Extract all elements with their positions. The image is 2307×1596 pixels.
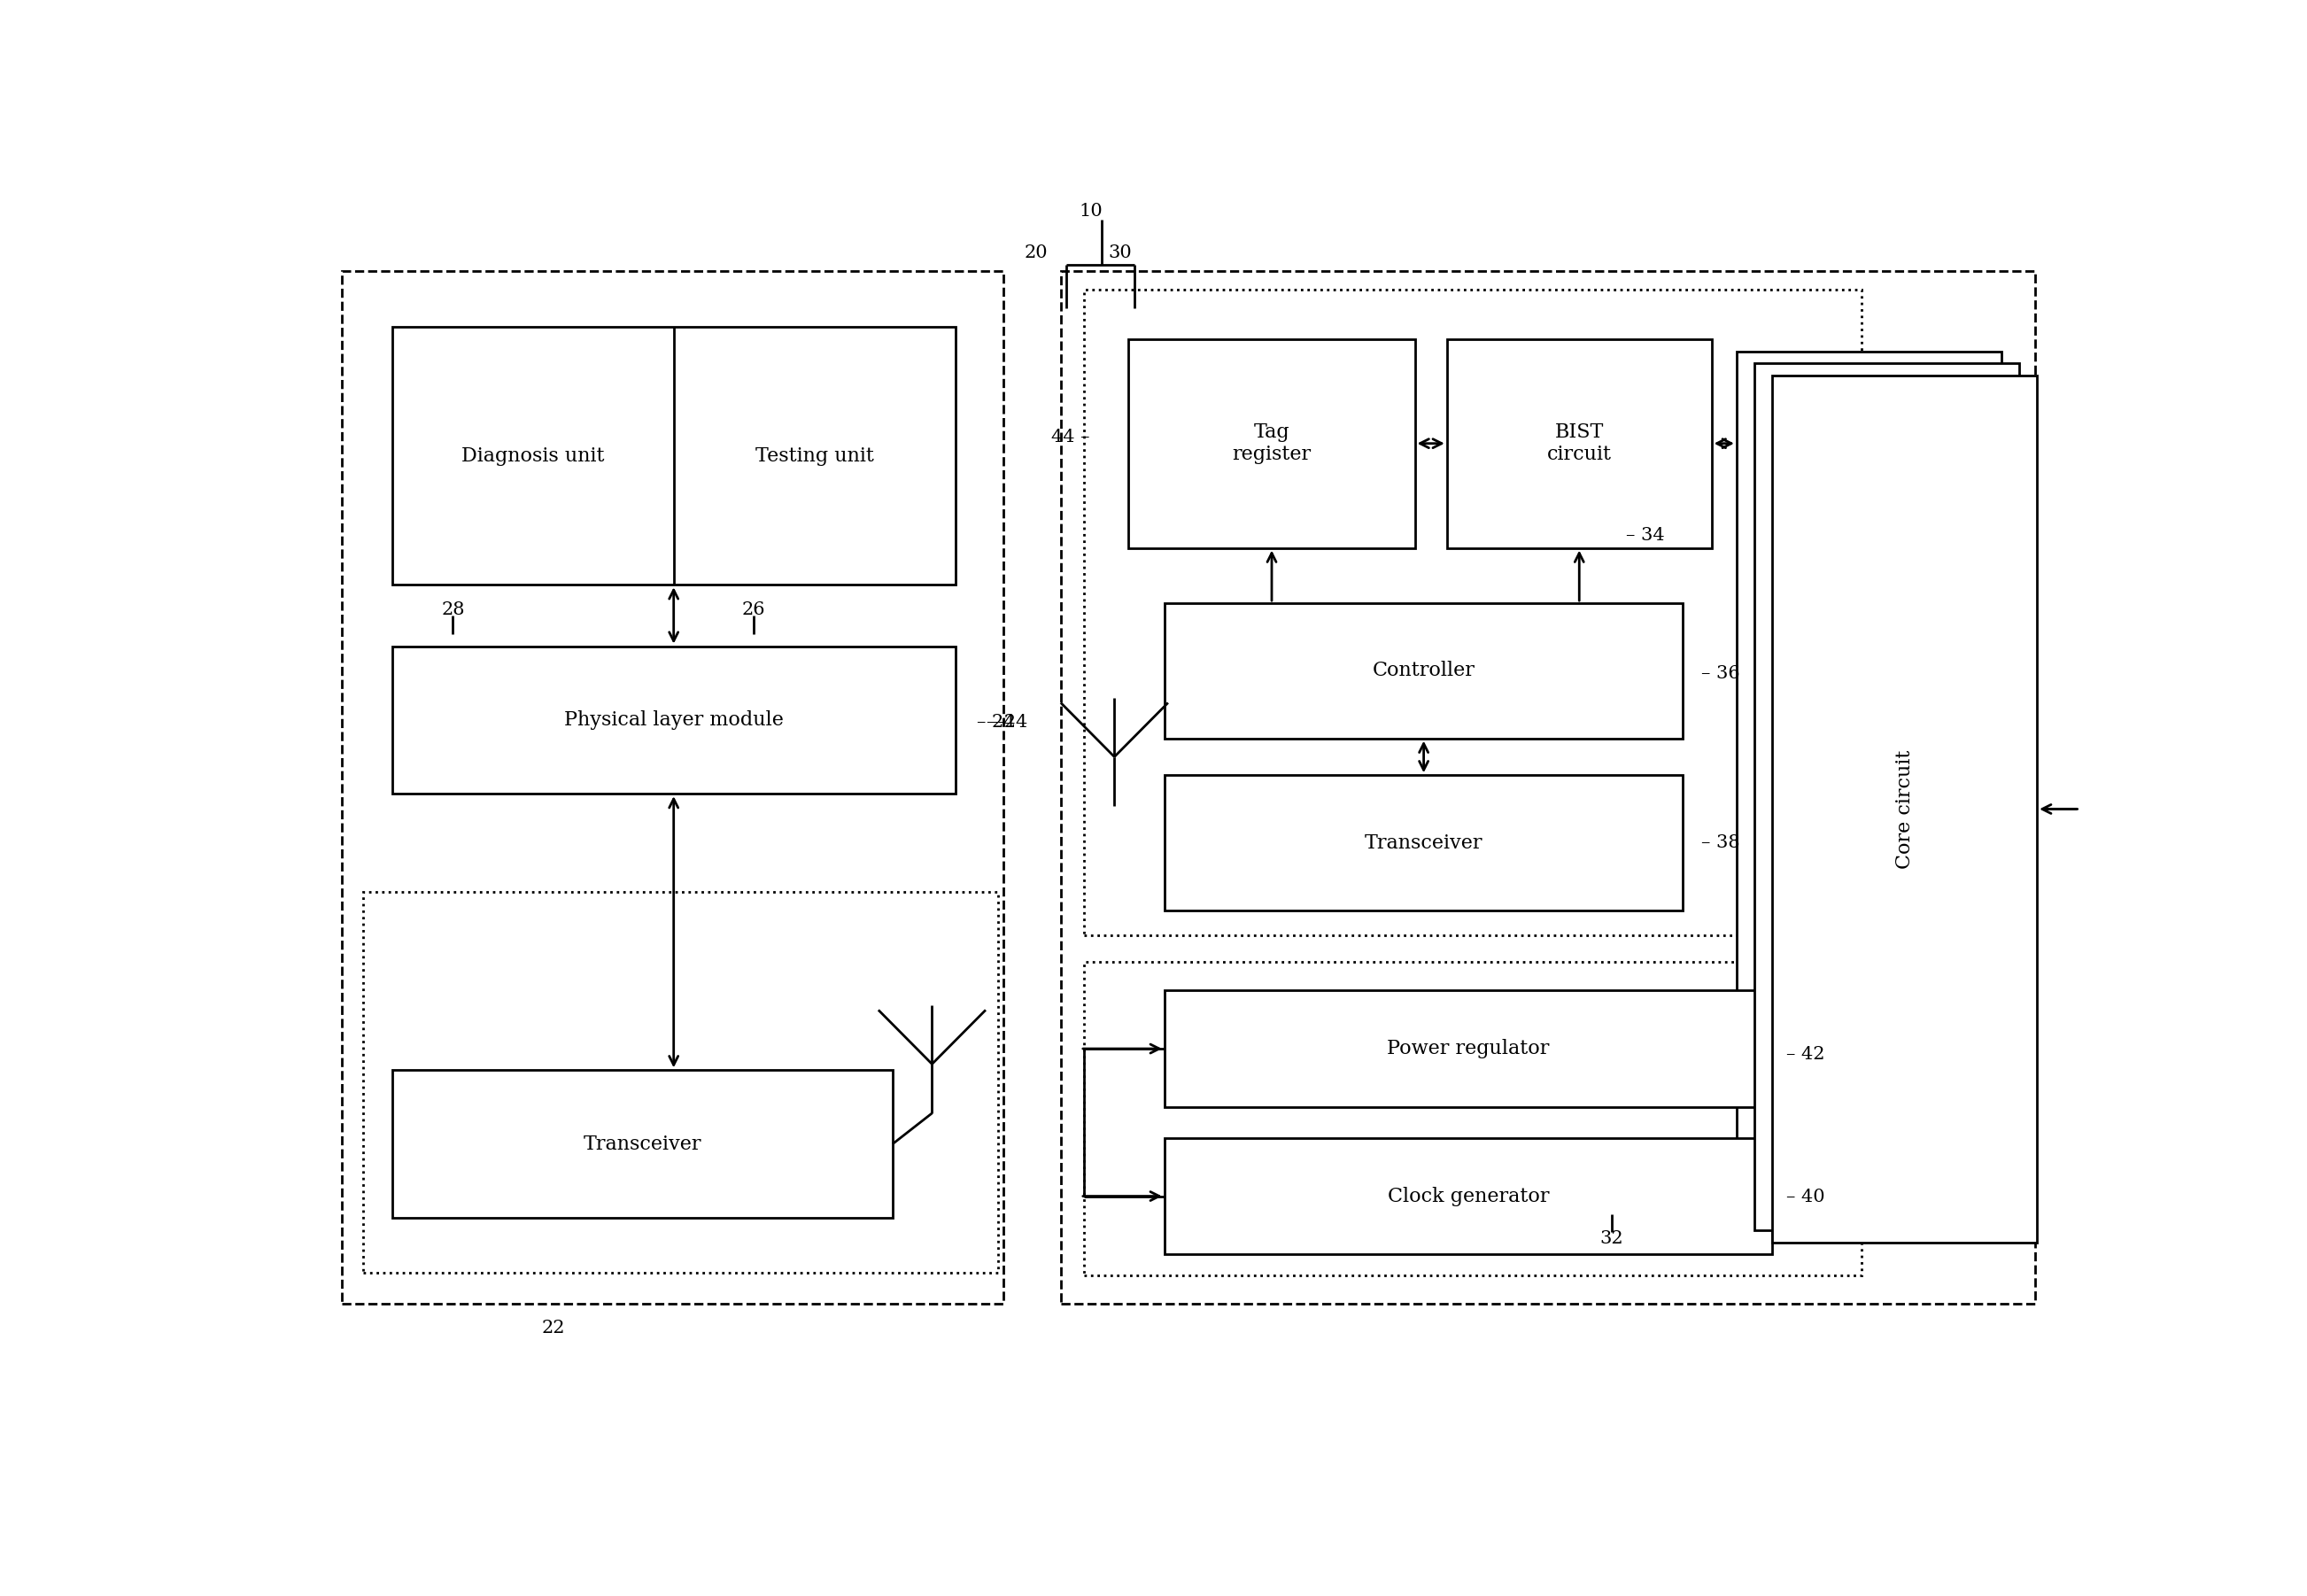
Text: Core circuit: Core circuit	[1894, 750, 1915, 868]
Text: – 40: – 40	[1786, 1189, 1825, 1205]
Bar	[1165, 990, 1772, 1108]
Text: Clock generator: Clock generator	[1387, 1186, 1550, 1207]
Bar	[392, 327, 955, 584]
Bar	[1756, 364, 2019, 1231]
Bar	[1061, 271, 2035, 1304]
Bar	[1165, 1138, 1772, 1254]
Bar	[365, 892, 999, 1274]
Text: 22: 22	[542, 1320, 565, 1337]
Bar	[392, 1071, 893, 1218]
Text: Tag
register: Tag register	[1232, 423, 1310, 464]
Bar	[1084, 290, 1862, 935]
Text: —24: —24	[985, 713, 1027, 731]
Text: – 38: – 38	[1700, 835, 1739, 851]
Bar	[392, 646, 955, 793]
Text: Physical layer module: Physical layer module	[563, 710, 784, 729]
Bar	[1772, 377, 2037, 1242]
Text: 44 –: 44 –	[1052, 429, 1089, 445]
Bar	[1165, 603, 1684, 739]
Bar	[1165, 776, 1684, 910]
Text: – 24: – 24	[976, 713, 1015, 731]
Text: – 42: – 42	[1786, 1045, 1825, 1063]
Text: Transceiver: Transceiver	[584, 1135, 701, 1154]
Bar	[1128, 338, 1414, 547]
Text: 20: 20	[1024, 244, 1047, 262]
Bar	[341, 271, 1004, 1304]
Text: 28: 28	[441, 602, 464, 618]
Text: – 36: – 36	[1700, 666, 1739, 681]
Text: 30: 30	[1107, 244, 1133, 262]
Text: Power regulator: Power regulator	[1387, 1039, 1550, 1058]
Text: Transceiver: Transceiver	[1366, 833, 1483, 852]
Bar	[1737, 351, 2000, 1218]
Text: 26: 26	[741, 602, 766, 618]
Text: – 34: – 34	[1626, 527, 1663, 544]
Text: Testing unit: Testing unit	[754, 445, 874, 466]
Bar	[1084, 962, 1862, 1275]
Text: Diagnosis unit: Diagnosis unit	[461, 445, 604, 466]
Text: 32: 32	[1599, 1231, 1624, 1246]
Text: 10: 10	[1080, 203, 1103, 220]
Text: BIST
circuit: BIST circuit	[1548, 423, 1613, 464]
Bar	[1446, 338, 1712, 547]
Text: Controller: Controller	[1373, 661, 1474, 680]
